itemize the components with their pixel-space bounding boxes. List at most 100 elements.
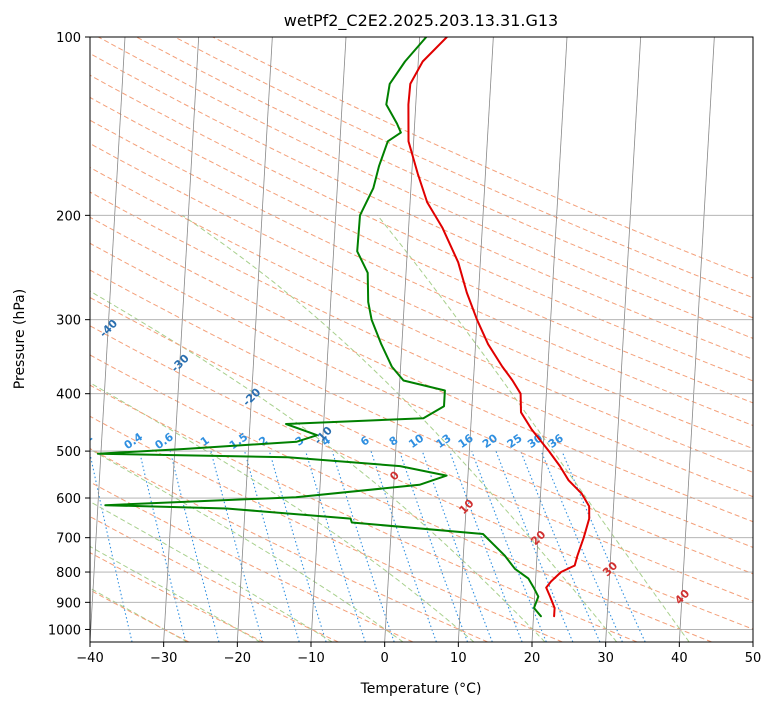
y-tick-label: 700: [56, 532, 81, 547]
mixing-ratio-label: 20: [480, 431, 500, 451]
dry-adiabat: [174, 37, 753, 299]
mixing-ratio-label: 0.4: [122, 430, 146, 452]
isotherm-label: 30: [600, 559, 620, 579]
mixing-ratio-line: [210, 450, 264, 642]
mixing-ratio-line: [138, 450, 187, 642]
dry-adiabat: [90, 481, 414, 642]
x-tick-label: 10: [450, 651, 467, 666]
dry-adiabat: [90, 52, 753, 360]
isotherm-label: -30: [169, 351, 192, 374]
mixing-ratio-line: [561, 450, 646, 642]
dry-adiabat: [90, 166, 753, 473]
y-tick-label: 400: [56, 388, 81, 403]
x-axis: −40 −30 −20 −10 0 10 20 30 40 50: [76, 642, 761, 666]
isotherm-line: [531, 37, 568, 642]
dry-adiabat: [90, 242, 753, 548]
dry-adiabat: [90, 143, 753, 450]
y-tick-label: 900: [56, 596, 81, 611]
dry-adiabat: [90, 354, 712, 642]
mixing-ratio-label: 36: [546, 431, 566, 451]
moist-adiabat: [90, 501, 333, 642]
mixing-ratio-line: [244, 450, 300, 642]
isotherm-line: [384, 37, 421, 642]
x-tick-label: −40: [76, 651, 103, 666]
isobars: [90, 37, 753, 630]
isotherm-line: [678, 37, 715, 642]
plot-frame: [89, 36, 754, 643]
dry-adiabat: [90, 191, 753, 498]
x-tick-label: −30: [150, 651, 177, 666]
x-tick-label: 50: [745, 651, 762, 666]
y-axis-title: Pressure (hPa): [12, 289, 28, 389]
mixing-ratio-line: [399, 450, 469, 642]
isotherm-line: [752, 635, 753, 642]
dry-adiabat: [90, 552, 264, 642]
dry-adiabat: [90, 119, 753, 427]
mixing-ratio-label: 0.2: [72, 430, 95, 452]
y-tick-label: 100: [56, 31, 81, 46]
isotherm-line: [457, 37, 494, 642]
sounding-series: [96, 37, 591, 618]
x-tick-label: 20: [524, 651, 541, 666]
moist-adiabat: [90, 382, 475, 642]
moist-adiabat: [90, 290, 546, 642]
mixing-ratio-line: [331, 450, 395, 642]
dry-adiabat: [90, 216, 753, 523]
mixing-ratio-line: [540, 450, 623, 642]
dry-adiabat: [90, 448, 488, 642]
isotherm-line: [605, 37, 642, 642]
mixing-ratio-label: 1.5: [227, 430, 250, 452]
dry-adiabat: [90, 589, 190, 642]
mixing-ratio-line: [169, 450, 220, 642]
mixing-ratio-label: 0.1: [25, 430, 48, 452]
isotherm-label: -50: [26, 271, 49, 294]
isotherm-line: [236, 37, 273, 642]
mixing-ratio-line: [370, 450, 437, 642]
mixing-ratio-line: [520, 450, 601, 642]
dry-adiabat: [90, 516, 339, 642]
y-tick-label: 800: [56, 566, 81, 581]
dry-adiabat: [136, 37, 753, 319]
y-tick-label: 500: [56, 445, 81, 460]
dry-adiabat: [98, 37, 753, 339]
moist-adiabat: [377, 214, 690, 642]
x-tick-label: 30: [597, 651, 614, 666]
mixing-ratio-label: 16: [456, 431, 476, 451]
dry-adiabats: [90, 37, 753, 642]
mixing-ratio-line: [449, 450, 523, 642]
x-axis-title: Temperature (°C): [360, 681, 482, 697]
dry-adiabat: [90, 96, 753, 404]
moist-adiabat: [182, 214, 618, 642]
mixing-ratio-label: 6: [358, 433, 372, 448]
mixing-ratio-line: [268, 450, 327, 642]
temperature-line: [407, 37, 591, 618]
isotherm-line: [310, 37, 347, 642]
plot-area: 0.10.20.40.611.52346810131620253036-100-…: [25, 37, 753, 642]
isotherm-label: -40: [97, 317, 120, 340]
isotherm-label: -20: [240, 385, 263, 408]
x-tick-label: 0: [381, 651, 389, 666]
mixing-ratio-label: 10: [406, 431, 426, 451]
y-axis: 100 200 300 400 500 600 700 800 900 1000: [48, 31, 90, 638]
mixing-ratio-line: [495, 450, 574, 642]
dewpoint-line: [96, 37, 542, 618]
mixing-ratio-line: [471, 450, 547, 642]
dry-adiabat: [90, 296, 753, 602]
chart-title: wetPf2_C2E2.2025.203.13.31.G13: [284, 11, 558, 31]
moist-adiabat: [90, 545, 261, 642]
dry-adiabat: [90, 415, 563, 642]
dry-adiabat: [90, 325, 753, 630]
y-tick-label: 600: [56, 492, 81, 507]
isotherms: [90, 37, 753, 642]
x-tick-label: 40: [671, 651, 688, 666]
x-tick-label: −10: [297, 651, 324, 666]
moist-adiabats: [90, 214, 690, 642]
mixing-ratio-lines: [90, 450, 646, 642]
mixing-ratio-label: 2: [257, 434, 271, 449]
mixing-ratio-line: [421, 450, 493, 642]
mixing-ratio-line: [90, 451, 133, 642]
mixing-ratio-line: [305, 450, 366, 642]
dry-adiabat: [90, 269, 753, 575]
isotherm-line: [90, 37, 126, 642]
